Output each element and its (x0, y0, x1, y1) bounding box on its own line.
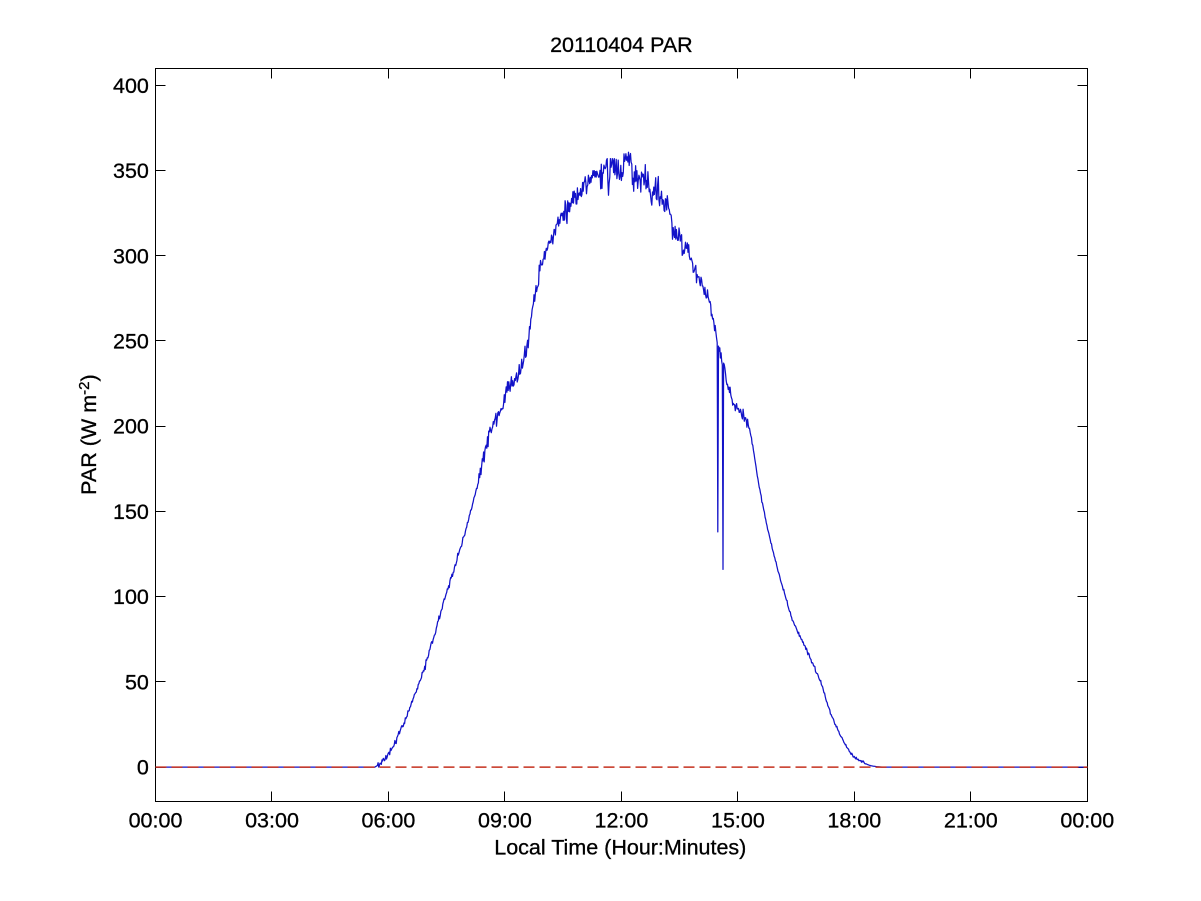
svg-text:50: 50 (125, 670, 149, 694)
svg-text:15:00: 15:00 (711, 809, 765, 833)
svg-text:00:00: 00:00 (129, 809, 183, 833)
svg-text:03:00: 03:00 (245, 809, 299, 833)
svg-text:100: 100 (113, 585, 149, 609)
svg-text:12:00: 12:00 (594, 809, 648, 833)
svg-text:00:00: 00:00 (1060, 809, 1114, 833)
svg-text:18:00: 18:00 (827, 809, 881, 833)
svg-text:Local Time (Hour:Minutes): Local Time (Hour:Minutes) (494, 836, 746, 860)
svg-text:20110404 PAR: 20110404 PAR (550, 33, 693, 57)
svg-text:400: 400 (113, 74, 149, 98)
svg-text:0: 0 (137, 756, 149, 780)
svg-text:06:00: 06:00 (361, 809, 415, 833)
svg-text:350: 350 (113, 159, 149, 183)
svg-text:21:00: 21:00 (944, 809, 998, 833)
svg-text:300: 300 (113, 244, 149, 268)
svg-text:250: 250 (113, 330, 149, 354)
svg-text:09:00: 09:00 (478, 809, 532, 833)
svg-text:150: 150 (113, 500, 149, 524)
svg-text:200: 200 (113, 415, 149, 439)
